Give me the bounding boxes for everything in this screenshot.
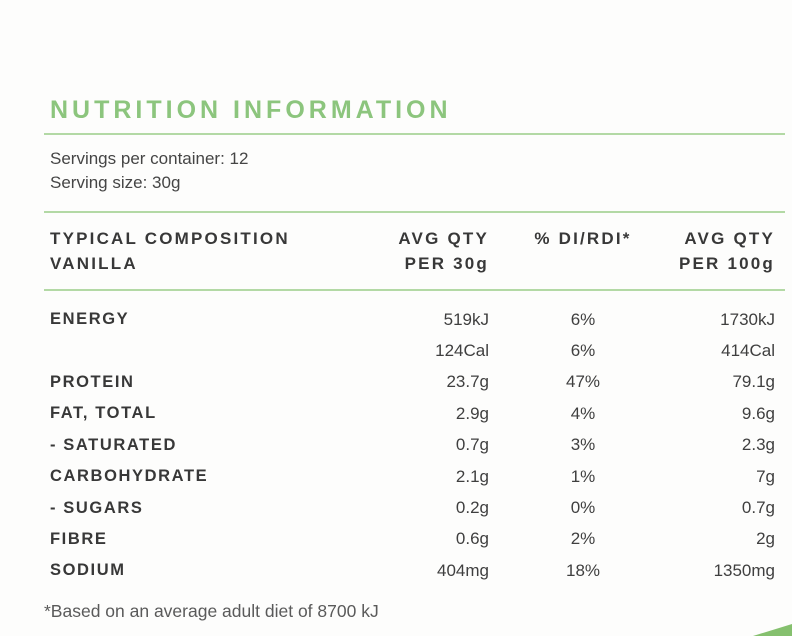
header-di-rdi: % DI/RDI*: [534, 229, 632, 248]
row-avg-qty-100g: 79.1g: [732, 372, 775, 392]
row-di-rdi: 2%: [570, 529, 596, 549]
title-divider: [44, 133, 785, 135]
row-di-rdi: 18%: [565, 560, 601, 580]
row-label: SODIUM: [50, 561, 126, 580]
row-di-rdi: 6%: [570, 341, 596, 361]
table-row: PROTEIN 23.7g 47% 79.1g: [44, 367, 785, 398]
table-header: TYPICAL COMPOSITION VANILLA AVG QTY PER …: [44, 211, 785, 291]
row-avg-qty-100g: 414Cal: [721, 341, 775, 361]
header-avg-qty-100g: AVG QTY PER 100g: [678, 229, 775, 273]
row-di-rdi: 47%: [565, 372, 601, 392]
row-avg-qty-30g: 0.2g: [455, 498, 489, 518]
row-avg-qty-30g: 23.7g: [446, 372, 489, 392]
row-di-rdi: 0%: [570, 498, 596, 518]
table-row: FIBRE 0.6g 2% 2g: [44, 524, 785, 555]
page-title: NUTRITION INFORMATION: [50, 96, 452, 124]
row-di-rdi: 3%: [570, 435, 596, 455]
row-di-rdi: 1%: [570, 466, 596, 486]
table-row: - SATURATED 0.7g 3% 2.3g: [44, 430, 785, 461]
row-avg-qty-30g: 2.9g: [455, 403, 489, 423]
corner-accent-triangle: [753, 624, 792, 636]
row-di-rdi: 6%: [570, 309, 596, 329]
row-avg-qty-100g: 2.3g: [741, 435, 775, 455]
serving-size: Serving size: 30g: [50, 172, 181, 192]
servings-per-container: Servings per container: 12: [50, 149, 249, 168]
table-row: - SUGARS 0.2g 0% 0.7g: [44, 492, 785, 523]
row-label: - SATURATED: [50, 435, 177, 454]
header-composition: TYPICAL COMPOSITION VANILLA: [50, 229, 290, 273]
table-row: ENERGY 519kJ 6% 1730kJ: [44, 304, 785, 335]
table-row: FAT, TOTAL 2.9g 4% 9.6g: [44, 398, 785, 429]
table-row: 124Cal 6% 414Cal: [44, 335, 785, 366]
panel-content: NUTRITION INFORMATION Servings per conta…: [44, 96, 785, 622]
table-body: ENERGY 519kJ 6% 1730kJ 124Cal 6% 414Cal …: [44, 291, 785, 587]
row-avg-qty-100g: 1730kJ: [720, 309, 775, 329]
row-avg-qty-100g: 2g: [756, 529, 775, 549]
row-avg-qty-30g: 404mg: [437, 560, 489, 580]
row-avg-qty-100g: 1350mg: [713, 560, 775, 580]
row-label: FAT, TOTAL: [50, 404, 157, 423]
row-label: FIBRE: [50, 529, 108, 548]
row-avg-qty-30g: 0.7g: [455, 435, 489, 455]
row-avg-qty-30g: 124Cal: [435, 341, 489, 361]
footnote: *Based on an average adult diet of 8700 …: [44, 600, 379, 621]
serving-info: Servings per container: 12 Serving size:…: [44, 147, 785, 194]
header-avg-qty-30g: AVG QTY PER 30g: [398, 229, 489, 273]
row-label: - SUGARS: [50, 498, 144, 517]
row-avg-qty-30g: 2.1g: [455, 466, 489, 486]
row-avg-qty-30g: 0.6g: [455, 529, 489, 549]
row-avg-qty-100g: 7g: [756, 466, 775, 486]
row-label: PROTEIN: [50, 372, 135, 391]
row-avg-qty-100g: 0.7g: [741, 498, 775, 518]
row-di-rdi: 4%: [570, 403, 596, 423]
row-label: ENERGY: [50, 310, 130, 329]
nutrition-table: TYPICAL COMPOSITION VANILLA AVG QTY PER …: [44, 211, 785, 587]
row-avg-qty-30g: 519kJ: [443, 309, 489, 329]
table-row: CARBOHYDRATE 2.1g 1% 7g: [44, 461, 785, 492]
row-avg-qty-100g: 9.6g: [741, 403, 775, 423]
row-label: CARBOHYDRATE: [50, 467, 209, 486]
table-row: SODIUM 404mg 18% 1350mg: [44, 555, 785, 586]
